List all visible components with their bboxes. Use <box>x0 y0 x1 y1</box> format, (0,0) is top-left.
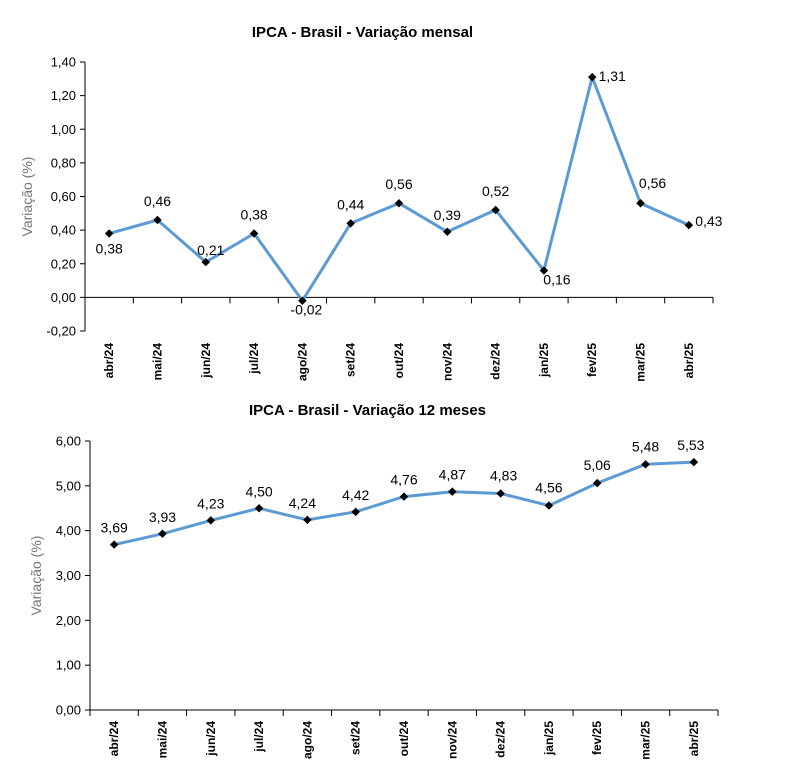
data-label: 4,83 <box>490 467 517 483</box>
data-point <box>539 266 549 275</box>
x-tick-label: out/24 <box>397 721 411 757</box>
data-point <box>104 229 114 238</box>
data-point <box>684 220 694 230</box>
data-point <box>641 460 650 469</box>
x-tick-label: mar/25 <box>634 343 648 382</box>
y-tick-label: 0,00 <box>56 703 81 718</box>
y-tick-label: 6,00 <box>56 434 81 449</box>
x-tick-label: nov/24 <box>440 343 454 381</box>
data-point <box>689 457 699 467</box>
y-tick-label: 1,20 <box>51 88 76 103</box>
data-label: 3,93 <box>149 509 176 525</box>
y-tick-label: 0,20 <box>51 256 76 271</box>
x-tick-label: dez/24 <box>489 343 503 380</box>
data-label: 0,38 <box>240 206 267 222</box>
data-label: 4,50 <box>245 483 272 499</box>
data-label: 5,48 <box>632 438 659 454</box>
chart-title: IPCA - Brasil - Variação 12 meses <box>248 402 487 419</box>
x-tick-label: set/24 <box>349 721 363 755</box>
data-label: 0,56 <box>385 176 412 192</box>
data-point <box>443 227 452 237</box>
data-label: 5,06 <box>584 457 611 473</box>
monthly-variation-plot: -0,20 0,00 0,20 0,40 0,60 0,80 1,00 1,20 1,40 Var… <box>19 55 723 382</box>
x-tick-label: jan/25 <box>542 721 556 756</box>
monthly-variation-chart: IPCA - Brasil - Variação mensal -0,20 0,0… <box>19 24 723 382</box>
data-point <box>394 198 404 208</box>
y-tick-label: 1,00 <box>56 658 81 673</box>
data-label: 0,46 <box>144 193 171 209</box>
y-tick-label: 5,00 <box>56 478 81 493</box>
data-label: 0,21 <box>197 242 224 258</box>
x-tick-label: mai/24 <box>150 343 164 381</box>
y-axis-label: Variação (%) <box>28 536 44 616</box>
annual-variation-chart: IPCA - Brasil - Variação 12 meses 0,00 1,… <box>0 390 805 766</box>
data-label: 4,56 <box>535 480 562 496</box>
y-tick-label: 0,80 <box>51 155 76 170</box>
data-label: 0,56 <box>639 175 666 191</box>
data-label: 0,44 <box>337 196 364 212</box>
x-tick-label: abr/25 <box>687 721 701 757</box>
data-label: 0,43 <box>695 213 722 229</box>
x-tick-label: abr/24 <box>107 721 121 757</box>
data-point <box>298 296 307 305</box>
data-point <box>201 257 211 267</box>
x-tick-label: abr/24 <box>102 343 116 379</box>
y-tick-label: 2,00 <box>56 613 81 628</box>
y-tick-label: 1,00 <box>51 122 76 137</box>
data-label: 4,24 <box>289 495 316 511</box>
x-tick-label: nov/24 <box>445 721 459 759</box>
x-tick-label: jun/24 <box>199 343 213 379</box>
data-point <box>153 215 162 225</box>
x-tick-label: ago/24 <box>300 721 314 759</box>
data-point <box>587 72 597 82</box>
y-tick-label: 1,40 <box>51 55 76 70</box>
data-point <box>158 529 167 539</box>
data-label: 0,52 <box>482 183 509 199</box>
data-point <box>109 540 119 549</box>
data-point <box>254 504 264 513</box>
data-point <box>351 507 360 517</box>
data-label: 4,23 <box>197 495 224 511</box>
data-label: 4,76 <box>390 472 417 488</box>
x-tick-label: fev/25 <box>585 343 599 377</box>
data-label: 4,42 <box>342 487 369 503</box>
data-point <box>544 501 554 510</box>
data-label: 0,38 <box>96 240 123 256</box>
x-tick-label: fev/25 <box>590 721 604 755</box>
y-tick-label: 0,60 <box>51 189 76 204</box>
data-point <box>448 487 457 496</box>
y-tick-label: 0,00 <box>51 290 76 305</box>
x-tick-label: jul/24 <box>247 343 261 375</box>
data-point <box>496 489 505 498</box>
y-tick-label: 4,00 <box>56 523 81 538</box>
annual-variation-plot: 0,00 1,00 2,00 3,00 4,00 5,00 6,00 Variação (%)… <box>28 434 719 760</box>
chart-title: IPCA - Brasil - Variação mensal <box>251 24 474 41</box>
data-point <box>346 219 355 228</box>
data-label: -0,02 <box>290 302 322 318</box>
x-tick-label: jan/25 <box>537 343 551 378</box>
data-label: 4,87 <box>439 467 466 483</box>
y-tick-label: 3,00 <box>56 568 81 583</box>
data-point <box>399 492 409 501</box>
data-label: 3,69 <box>101 520 128 536</box>
x-tick-label: jun/24 <box>204 721 218 757</box>
x-tick-label: ago/24 <box>295 343 309 381</box>
data-point <box>206 516 216 525</box>
x-tick-label: dez/24 <box>494 721 508 758</box>
y-tick-label: 0,40 <box>51 223 76 238</box>
x-tick-label: mai/24 <box>155 721 169 759</box>
data-label: 5,53 <box>677 437 704 453</box>
data-point <box>491 205 500 215</box>
data-label: 0,39 <box>434 207 461 223</box>
x-tick-label: abr/25 <box>682 343 696 379</box>
x-tick-label: set/24 <box>344 343 358 377</box>
y-axis-label: Variação (%) <box>19 157 35 237</box>
x-tick-label: out/24 <box>392 343 406 379</box>
data-label: 0,16 <box>543 271 570 287</box>
x-tick-label: jul/24 <box>252 721 266 753</box>
x-tick-label: mar/25 <box>639 721 653 760</box>
data-point <box>303 515 312 525</box>
data-label: 1,31 <box>599 68 626 84</box>
y-tick-label: -0,20 <box>46 324 76 339</box>
